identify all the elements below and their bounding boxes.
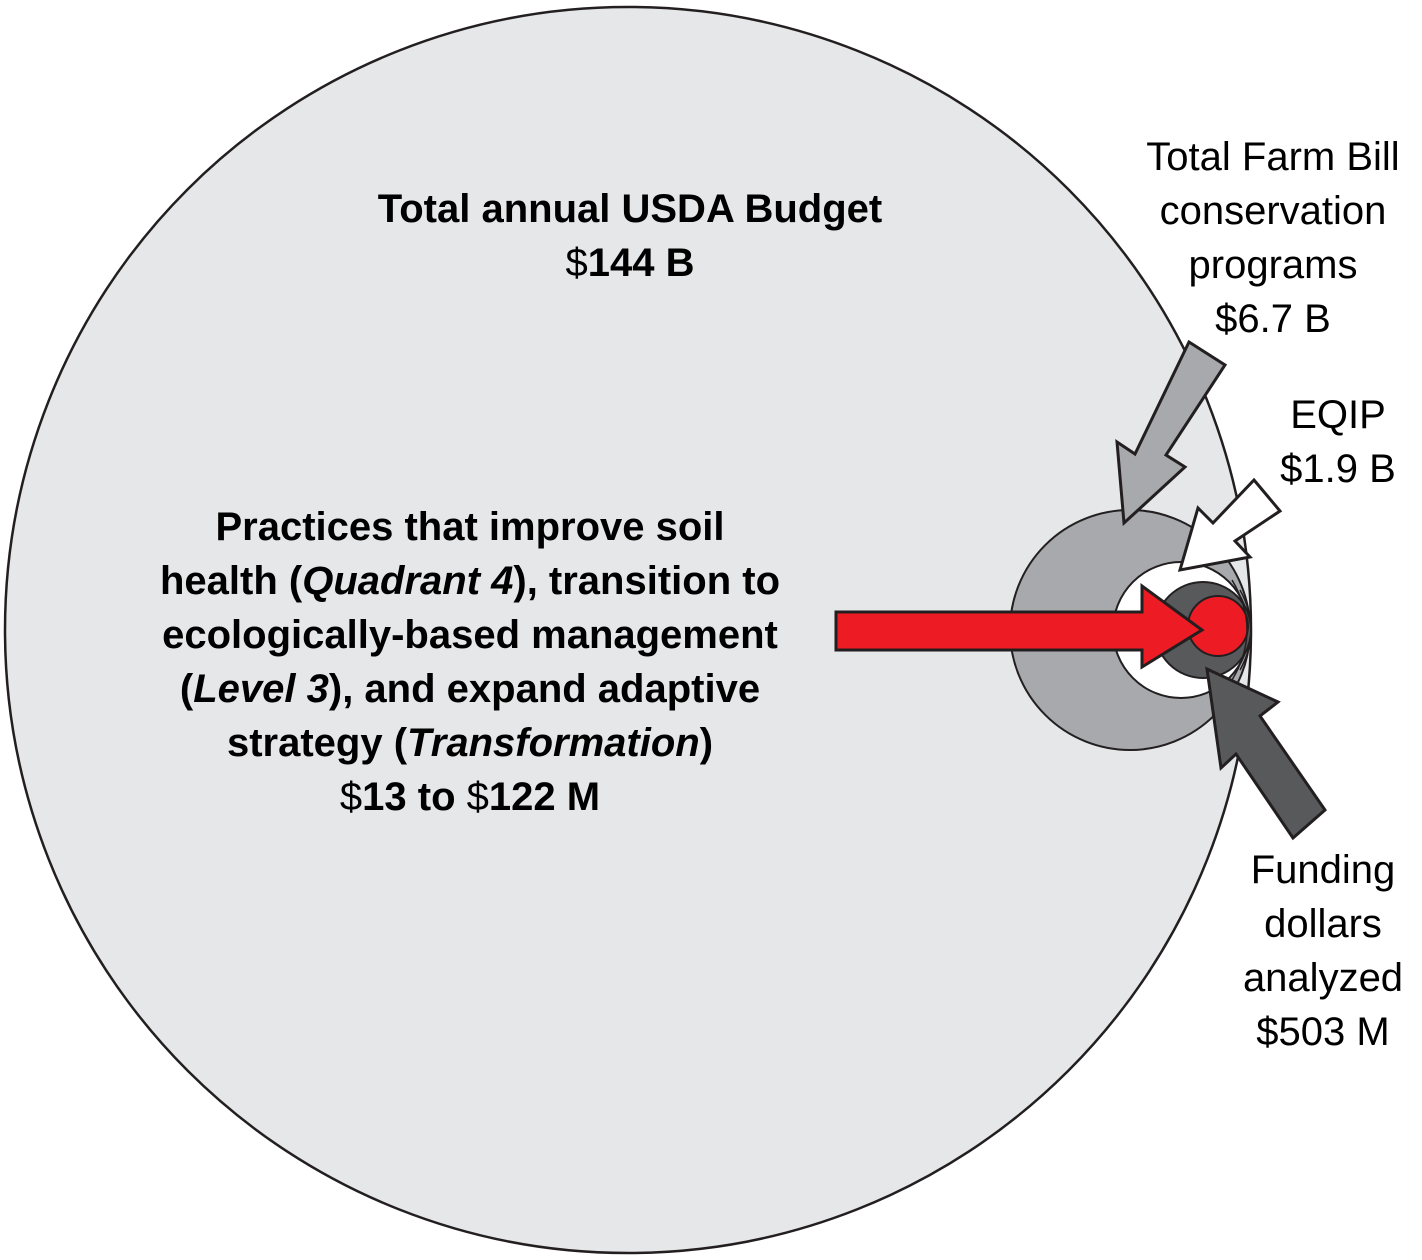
eqip-name: EQIP: [1290, 393, 1386, 437]
farm-bill-arrow: [1115, 339, 1228, 527]
analyzed-line2: dollars: [1264, 902, 1382, 946]
usda-title: Total annual USDA Budget: [377, 187, 883, 231]
practices-currency-2: $: [466, 775, 489, 819]
practices-line5-post: ): [699, 721, 714, 765]
farm-bill-line1: Total Farm Bill: [1146, 135, 1400, 179]
farm-bill-line2: conservation: [1159, 189, 1387, 233]
practices-currency-1: $: [339, 775, 363, 819]
practices-line1: Practices that improve soil: [215, 505, 725, 549]
eqip-amount: $1.9 B: [1280, 447, 1396, 491]
usda-amount: 144 B: [587, 241, 695, 285]
eqip-arrow: [1177, 477, 1283, 572]
analyzed-arrow: [1205, 666, 1327, 841]
farm-bill-label: Total Farm Bill conservation programs $6…: [1118, 130, 1422, 346]
practices-arrow: [834, 583, 1205, 670]
practices-line2-post: ), transition to: [513, 559, 781, 603]
practices-amount-1: 13 to: [362, 775, 467, 819]
usda-label: Total annual USDA Budget $144 B: [330, 182, 930, 290]
farm-bill-amount: $6.7 B: [1215, 297, 1331, 341]
usda-currency: $: [565, 241, 588, 285]
farm-bill-line3: programs: [1188, 243, 1358, 287]
practices-amount-2: 122 M: [488, 775, 601, 819]
practices-line2-pre: health (: [159, 559, 303, 603]
analyzed-line1: Funding: [1250, 848, 1396, 892]
tangent-arcs: [1231, 579, 1252, 681]
practices-label: Practices that improve soil health (Quad…: [100, 500, 840, 824]
analyzed-label: Funding dollars analyzed $503 M: [1228, 843, 1418, 1059]
practices-line4-pre: (: [179, 667, 194, 711]
practices-line3: ecologically-based management: [162, 613, 778, 657]
practices-line5-italic: Transformation: [407, 721, 700, 765]
eqip-label: EQIP $1.9 B: [1248, 388, 1422, 496]
practices-line4-post: ), and expand adaptive: [328, 667, 761, 711]
practices-line4-italic: Level 3: [193, 667, 329, 711]
analyzed-amount: $503 M: [1256, 1010, 1390, 1054]
practices-line2-italic: Quadrant 4: [302, 559, 514, 603]
analyzed-line3: analyzed: [1242, 956, 1404, 1000]
practices-line5-pre: strategy (: [226, 721, 408, 765]
